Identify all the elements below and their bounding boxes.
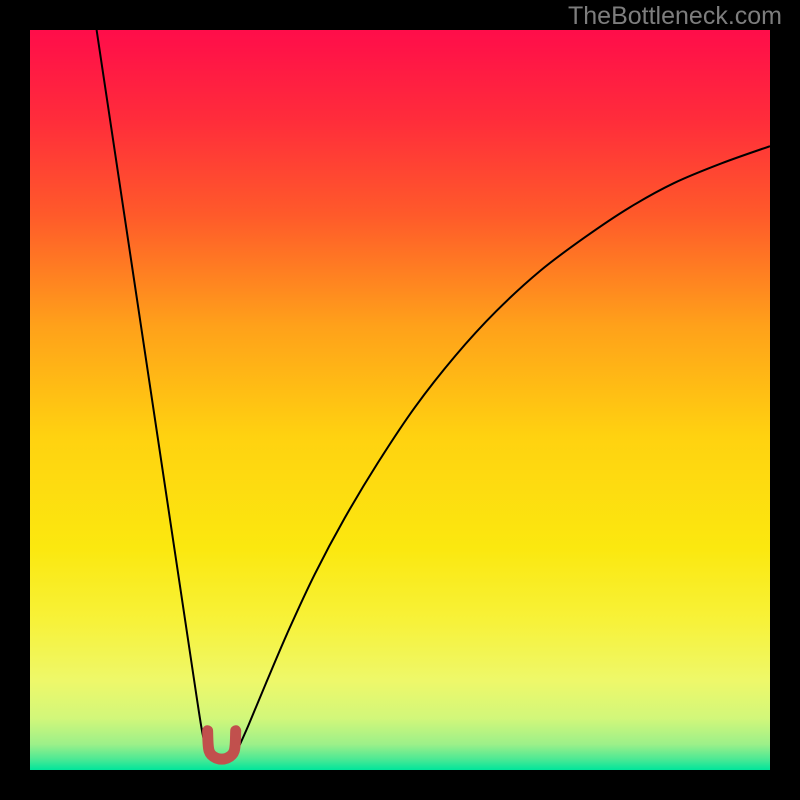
chart-container: TheBottleneck.com (0, 0, 800, 800)
plot-area (30, 30, 770, 770)
watermark-text: TheBottleneck.com (568, 2, 782, 31)
gradient-background (30, 30, 770, 770)
